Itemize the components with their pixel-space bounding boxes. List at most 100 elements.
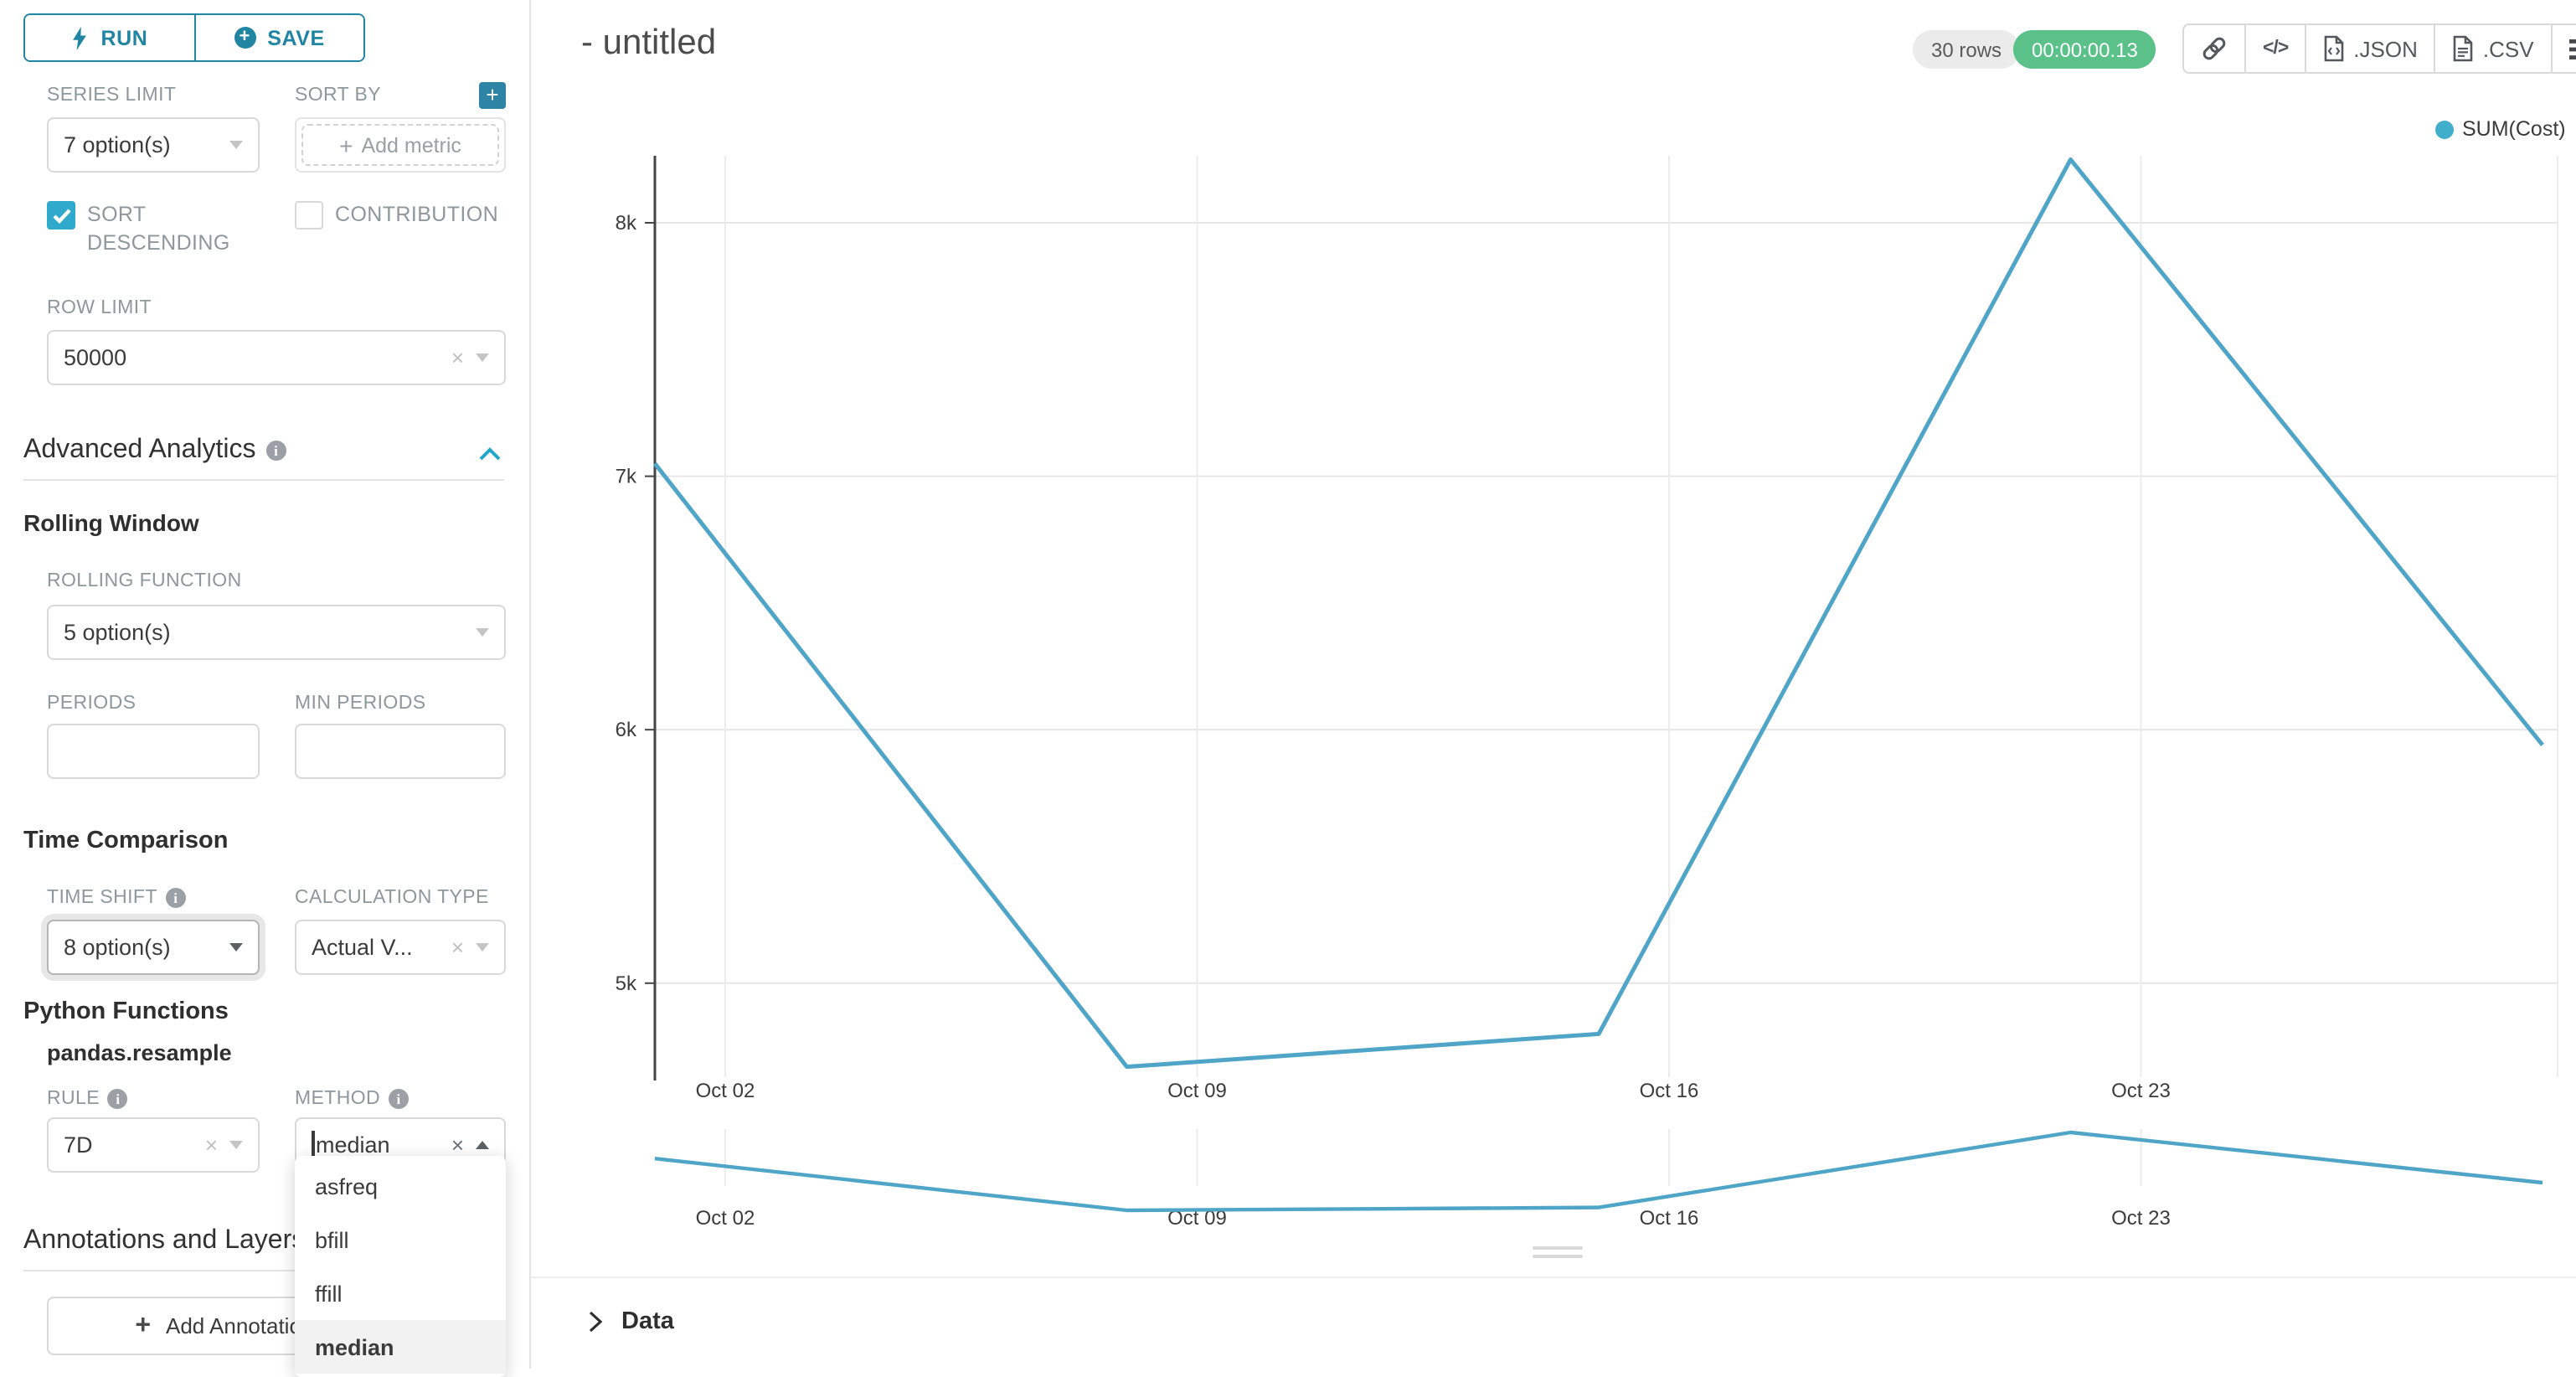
legend-dot-icon xyxy=(2435,120,2454,138)
link-icon xyxy=(2202,37,2226,60)
panel-resize-handle[interactable] xyxy=(1533,1246,1583,1250)
svg-text:Oct 16: Oct 16 xyxy=(1640,1080,1699,1102)
svg-text:Oct 02: Oct 02 xyxy=(696,1080,755,1102)
clear-icon[interactable]: × xyxy=(451,935,464,960)
chevron-up-icon xyxy=(476,1141,489,1149)
chevron-down-icon xyxy=(476,943,489,952)
chevron-down-icon xyxy=(476,353,489,362)
sort-descending-label: SORT DESCENDING xyxy=(87,203,230,255)
save-button[interactable]: + SAVE xyxy=(193,15,363,60)
chart-title[interactable]: - untitled xyxy=(581,23,717,62)
svg-text:7k: 7k xyxy=(616,466,637,488)
method-option[interactable]: bfill xyxy=(315,1227,349,1252)
lightning-icon xyxy=(73,26,87,49)
json-button-label: .JSON xyxy=(2353,36,2418,61)
row-limit-select[interactable]: 50000 × xyxy=(47,330,506,385)
info-icon[interactable]: i xyxy=(107,1089,128,1109)
info-icon[interactable]: i xyxy=(265,441,286,461)
data-section-toggle[interactable]: Data xyxy=(588,1308,674,1335)
rolling-function-value: 5 option(s) xyxy=(64,620,171,645)
chevron-up-icon[interactable] xyxy=(479,447,501,461)
svg-text:Oct 23: Oct 23 xyxy=(2111,1080,2171,1102)
checkbox-checked-icon xyxy=(47,201,75,230)
calculation-type-select[interactable]: Actual V... × xyxy=(295,920,506,975)
code-icon: </> xyxy=(2263,39,2289,59)
sort-descending-checkbox[interactable]: SORT DESCENDING xyxy=(47,201,260,258)
rule-select[interactable]: 7D × xyxy=(47,1117,260,1173)
sort-by-label: SORT BY xyxy=(295,85,381,106)
rule-value: 7D xyxy=(64,1132,93,1158)
svg-text:Oct 23: Oct 23 xyxy=(2111,1207,2171,1230)
series-limit-value: 7 option(s) xyxy=(64,132,171,157)
info-icon[interactable]: i xyxy=(165,888,186,908)
plus-icon: + xyxy=(339,132,353,158)
rolling-function-select[interactable]: 5 option(s) xyxy=(47,605,506,660)
run-save-button-group: RUN + SAVE xyxy=(23,13,365,62)
data-panel: Data xyxy=(531,1276,2576,1369)
control-sidebar: RUN + SAVE SERIES LIMIT SORT BY + 7 opti… xyxy=(0,0,531,1377)
sort-by-select[interactable]: + Add metric xyxy=(295,117,506,173)
plus-circle-icon: + xyxy=(234,27,256,49)
save-button-label: SAVE xyxy=(267,26,325,49)
text-cursor xyxy=(312,1131,314,1159)
method-option[interactable]: asfreq xyxy=(315,1173,379,1199)
contribution-checkbox[interactable]: CONTRIBUTION xyxy=(295,201,506,258)
legend-label: SUM(Cost) xyxy=(2462,117,2566,141)
copy-link-button[interactable] xyxy=(2184,25,2244,72)
csv-button-label: .CSV xyxy=(2482,36,2534,61)
file-csv-icon xyxy=(2454,35,2474,62)
series-limit-label: SERIES LIMIT xyxy=(47,85,177,106)
add-metric-placeholder: Add metric xyxy=(361,133,461,157)
time-shift-select[interactable]: 8 option(s) xyxy=(47,920,260,975)
rule-label: RULE xyxy=(47,1089,100,1109)
method-value: median xyxy=(316,1132,390,1158)
method-option[interactable]: ffill xyxy=(315,1281,343,1306)
min-periods-label: MIN PERIODS xyxy=(295,694,426,714)
method-options-menu: asfreq bfill ffill median xyxy=(295,1156,506,1377)
periods-label: PERIODS xyxy=(47,694,137,714)
panel-resize-handle[interactable] xyxy=(1533,1255,1583,1258)
add-sort-metric-button[interactable]: + xyxy=(479,82,506,109)
svg-text:Oct 02: Oct 02 xyxy=(696,1207,755,1230)
svg-text:6k: 6k xyxy=(616,719,637,741)
time-comparison-header: Time Comparison xyxy=(23,828,229,854)
periods-input[interactable] xyxy=(47,724,260,779)
series-limit-select[interactable]: 7 option(s) xyxy=(47,117,260,173)
clear-icon[interactable]: × xyxy=(451,345,464,370)
view-query-button[interactable]: </> xyxy=(2244,25,2305,72)
method-option[interactable]: median xyxy=(295,1320,506,1374)
run-button-label: RUN xyxy=(100,26,148,49)
svg-text:Oct 09: Oct 09 xyxy=(1167,1080,1227,1102)
python-functions-header: Python Functions xyxy=(23,998,229,1025)
timeseries-line-chart[interactable]: 8k 7k 6k 5k Oct 02 Oct 09 Oct 16 Oct 23 Oct 02 Oc… xyxy=(531,0,2574,1369)
checkbox-unchecked-icon xyxy=(295,201,323,230)
info-icon[interactable]: i xyxy=(389,1089,410,1109)
export-csv-button[interactable]: .CSV xyxy=(2434,25,2551,72)
export-json-button[interactable]: .JSON xyxy=(2305,25,2434,72)
min-periods-input[interactable] xyxy=(295,724,506,779)
chart-menu-button[interactable] xyxy=(2550,25,2576,72)
chevron-down-icon xyxy=(476,628,489,637)
row-limit-label: ROW LIMIT xyxy=(47,298,152,318)
time-shift-label: TIME SHIFT xyxy=(47,888,157,908)
file-json-icon xyxy=(2324,35,2344,62)
legend-sum-cost[interactable]: SUM(Cost) xyxy=(2435,117,2566,141)
time-shift-value: 8 option(s) xyxy=(64,935,171,960)
query-timer-badge: 00:00:00.13 xyxy=(2013,30,2156,69)
advanced-analytics-header[interactable]: Advanced Analytics i xyxy=(23,436,504,466)
run-button[interactable]: RUN xyxy=(25,15,193,60)
clear-icon[interactable]: × xyxy=(451,1132,464,1158)
annotations-layers-header[interactable]: Annotations and Layers xyxy=(23,1226,504,1256)
clear-icon[interactable]: × xyxy=(204,1132,218,1158)
chart-panel: - untitled 30 rows 00:00:00.13 </> xyxy=(531,0,2576,1369)
menu-icon xyxy=(2568,39,2576,59)
advanced-analytics-title: Advanced Analytics xyxy=(23,436,256,464)
data-section-label: Data xyxy=(621,1308,674,1335)
annotations-layers-title: Annotations and Layers xyxy=(23,1226,306,1255)
chevron-right-icon xyxy=(589,1311,603,1333)
rolling-window-header: Rolling Window xyxy=(23,509,199,536)
svg-text:5k: 5k xyxy=(616,972,637,995)
calculation-type-label: CALCULATION TYPE xyxy=(295,888,489,908)
rows-count-badge: 30 rows xyxy=(1913,30,2021,69)
